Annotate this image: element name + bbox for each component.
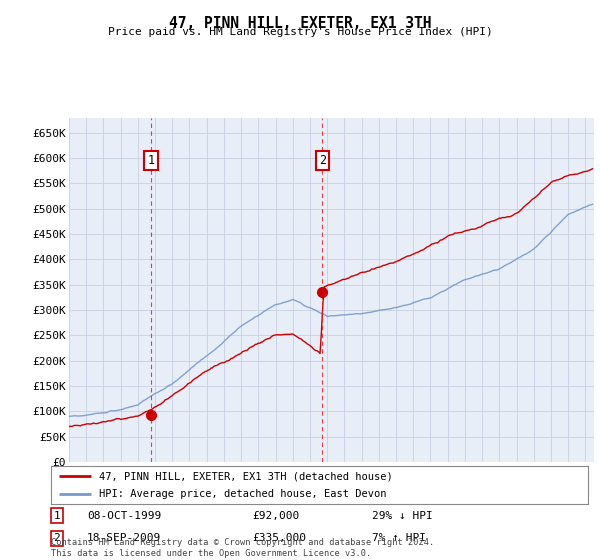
Text: 2: 2 [319,154,326,167]
Text: 47, PINN HILL, EXETER, EX1 3TH: 47, PINN HILL, EXETER, EX1 3TH [169,16,431,31]
Text: 47, PINN HILL, EXETER, EX1 3TH (detached house): 47, PINN HILL, EXETER, EX1 3TH (detached… [100,471,393,481]
Text: £335,000: £335,000 [252,533,306,543]
Text: 1: 1 [53,511,61,521]
Text: 08-OCT-1999: 08-OCT-1999 [87,511,161,521]
Text: 18-SEP-2009: 18-SEP-2009 [87,533,161,543]
Text: £92,000: £92,000 [252,511,299,521]
Text: 2: 2 [53,533,61,543]
Text: 1: 1 [148,154,155,167]
Text: Price paid vs. HM Land Registry's House Price Index (HPI): Price paid vs. HM Land Registry's House … [107,27,493,37]
Text: 7% ↑ HPI: 7% ↑ HPI [372,533,426,543]
Text: 29% ↓ HPI: 29% ↓ HPI [372,511,433,521]
Text: HPI: Average price, detached house, East Devon: HPI: Average price, detached house, East… [100,489,387,499]
Text: Contains HM Land Registry data © Crown copyright and database right 2024.
This d: Contains HM Land Registry data © Crown c… [51,538,434,558]
